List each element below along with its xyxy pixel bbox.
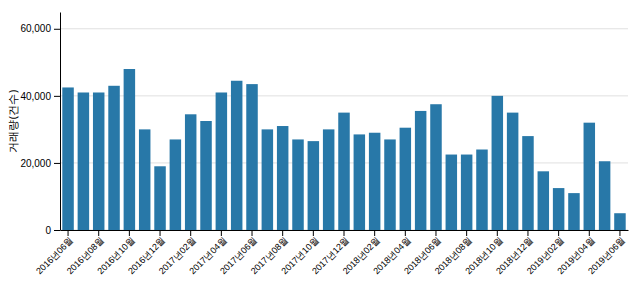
tick-mark — [54, 29, 60, 30]
grid — [60, 29, 628, 230]
bar — [400, 128, 411, 230]
bar — [185, 114, 196, 230]
bar — [507, 113, 518, 230]
x-tick: 2019년06월 — [586, 230, 627, 276]
bar — [200, 121, 211, 230]
bar — [584, 123, 595, 230]
axis-line — [60, 13, 61, 231]
chart: 0 20,000 40,000 60,000 2016년06월2016년08월2016년… — [0, 0, 640, 294]
bar — [62, 87, 73, 230]
bar — [292, 139, 303, 230]
tick-label: 0 — [45, 225, 51, 236]
bar — [139, 129, 150, 230]
bar — [369, 133, 380, 230]
tick-label: 40,000 — [20, 91, 51, 102]
bar — [553, 188, 564, 230]
grid-line — [60, 95, 628, 96]
bar — [338, 113, 349, 230]
y-tick: 20,000 — [20, 158, 60, 169]
y-tick: 0 — [45, 225, 60, 236]
bar — [108, 86, 119, 230]
bar — [308, 141, 319, 230]
bar — [384, 139, 395, 230]
bar — [277, 126, 288, 230]
tick-label: 60,000 — [20, 23, 51, 34]
bar — [538, 171, 549, 230]
y-tick: 40,000 — [20, 91, 60, 102]
tick-label: 2019년06월 — [586, 235, 627, 276]
x-axis: 2016년06월2016년08월2016년10월2016년12월2017년02월… — [34, 230, 628, 276]
bar — [170, 139, 181, 230]
bar — [323, 129, 334, 230]
y-axis-title: 거래량(건수) — [7, 89, 20, 153]
bar — [262, 129, 273, 230]
bar — [415, 111, 426, 230]
tick-mark — [54, 230, 60, 231]
bar — [430, 104, 441, 230]
y-tick: 60,000 — [20, 23, 60, 34]
bar — [78, 92, 89, 230]
bar — [124, 69, 135, 230]
tick-mark — [54, 96, 60, 97]
bar — [246, 84, 257, 230]
bar — [476, 150, 487, 230]
bar — [354, 134, 365, 230]
bars — [62, 69, 625, 230]
bar — [446, 155, 457, 230]
tick-label: 20,000 — [20, 158, 51, 169]
tick-mark — [54, 163, 60, 164]
bar — [492, 96, 503, 230]
plot: 0 20,000 40,000 60,000 2016년06월2016년08월2016년… — [20, 13, 628, 277]
bar — [93, 92, 104, 230]
bar — [154, 166, 165, 230]
bar — [599, 161, 610, 230]
grid-line — [60, 28, 628, 29]
bar — [614, 213, 625, 230]
bar — [216, 92, 227, 230]
bar — [522, 136, 533, 230]
bar — [461, 155, 472, 230]
bar — [568, 193, 579, 230]
y-axis: 0 20,000 40,000 60,000 — [20, 13, 60, 236]
bar — [231, 81, 242, 230]
